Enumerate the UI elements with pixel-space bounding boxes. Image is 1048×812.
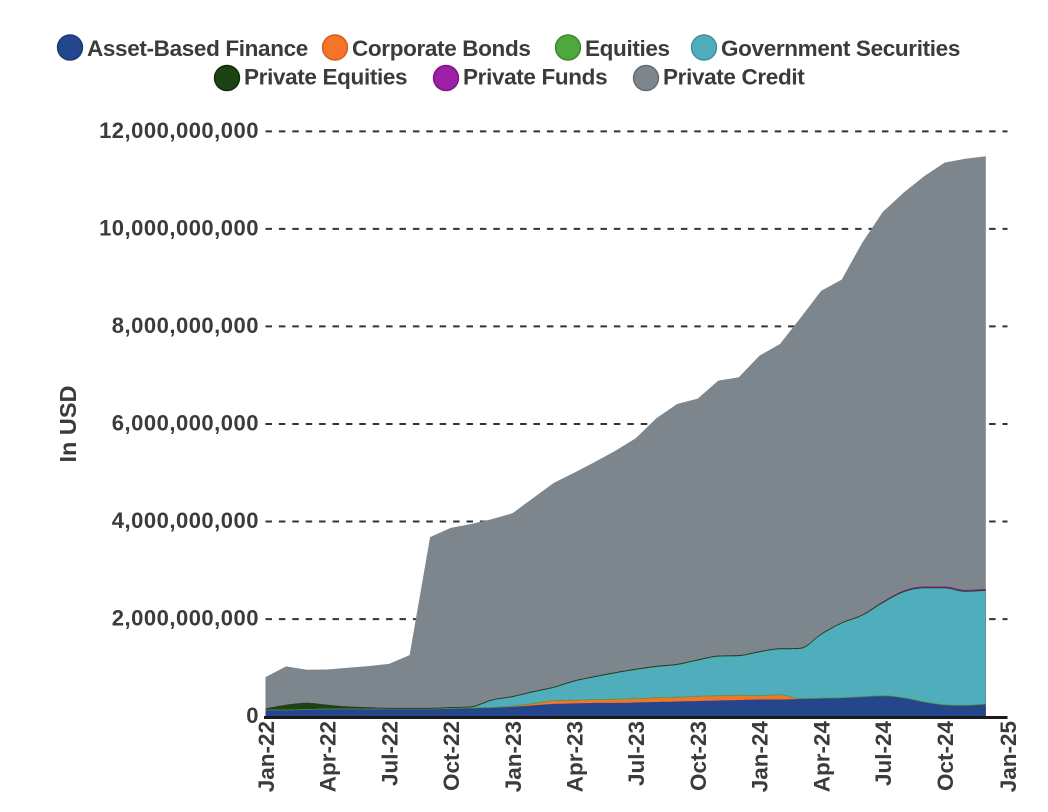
svg-text:Private Funds: Private Funds	[463, 65, 607, 90]
svg-text:2,000,000,000: 2,000,000,000	[112, 606, 259, 631]
svg-text:6,000,000,000: 6,000,000,000	[112, 411, 259, 436]
svg-text:Corporate Bonds: Corporate Bonds	[352, 36, 531, 61]
svg-text:4,000,000,000: 4,000,000,000	[112, 508, 259, 533]
svg-text:In USD: In USD	[55, 385, 81, 462]
svg-text:Private Equities: Private Equities	[244, 65, 407, 90]
svg-text:8,000,000,000: 8,000,000,000	[112, 313, 259, 338]
svg-text:Apr-22: Apr-22	[316, 721, 341, 792]
svg-text:Apr-23: Apr-23	[563, 721, 588, 792]
svg-text:Oct-22: Oct-22	[439, 721, 464, 791]
svg-text:Jan-22: Jan-22	[254, 721, 279, 792]
svg-text:Private Credit: Private Credit	[663, 65, 805, 90]
svg-text:Asset-Based Finance: Asset-Based Finance	[87, 36, 308, 61]
svg-text:Jan-25: Jan-25	[996, 721, 1021, 792]
svg-text:Jan-23: Jan-23	[501, 721, 526, 792]
svg-text:Government Securities: Government Securities	[721, 36, 960, 61]
svg-text:0: 0	[246, 703, 259, 728]
svg-text:12,000,000,000: 12,000,000,000	[99, 118, 259, 143]
svg-text:10,000,000,000: 10,000,000,000	[99, 215, 259, 240]
svg-text:Jul-23: Jul-23	[624, 721, 649, 786]
svg-text:Jul-24: Jul-24	[871, 721, 896, 787]
svg-text:Equities: Equities	[585, 36, 670, 61]
svg-text:Apr-24: Apr-24	[810, 721, 835, 793]
svg-text:Jul-22: Jul-22	[377, 721, 402, 786]
svg-text:Oct-24: Oct-24	[933, 721, 958, 792]
svg-text:Jan-24: Jan-24	[748, 721, 773, 793]
svg-text:Oct-23: Oct-23	[686, 721, 711, 791]
